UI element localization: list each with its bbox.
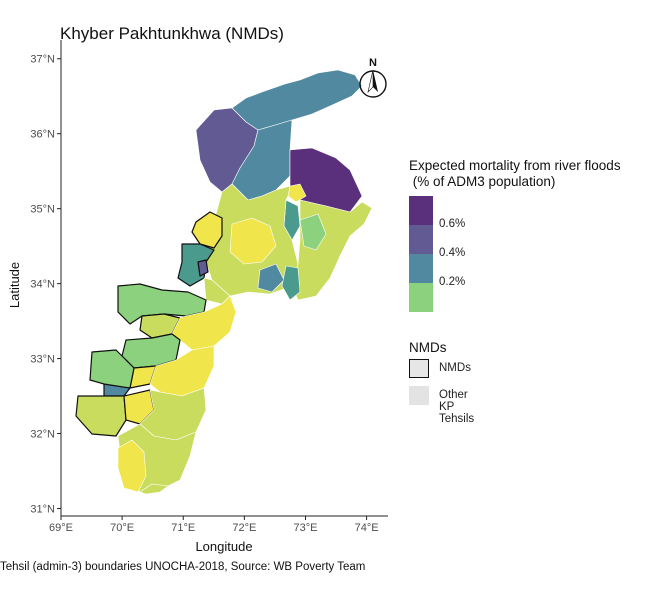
source-caption: Tehsil (admin-3) boundaries UNOCHA-2018,… (0, 561, 366, 573)
color-ramp-swatch (409, 225, 433, 254)
north-arrow-label: N (369, 57, 377, 69)
region-hazara-mid (299, 213, 327, 251)
region-chitral-north (231, 69, 363, 131)
nmd-legend-title: NMDs (409, 340, 447, 355)
region-dikhan-south (139, 483, 169, 495)
x-tick-label: 69°E (49, 522, 73, 534)
x-tick-label: 73°E (293, 522, 317, 534)
color-ramp: 0.6% 0.4% 0.2% (409, 196, 465, 312)
region-teal-east (281, 265, 301, 301)
region-hazara (291, 199, 373, 301)
nmd-legend-label: Other KP Tehsils (439, 389, 475, 425)
y-axis-ticks: 31°N 32°N 33°N 34°N 35°N 36°N 37°N (30, 54, 61, 516)
nmd-key-outlined (409, 359, 429, 378)
region-nmd-south-waziristan (89, 349, 135, 389)
color-ramp-swatch (409, 196, 433, 225)
nmd-legend-label: NMDs (439, 362, 471, 374)
color-ramp-label: 0.4% (439, 247, 466, 259)
y-tick-label: 31°N (30, 504, 55, 516)
region-mardan (229, 217, 277, 265)
x-tick-label: 70°E (110, 522, 134, 534)
region-swabi (257, 263, 285, 293)
region-dikhan-yellow (117, 439, 147, 493)
province-map (75, 69, 373, 495)
y-tick-label: 34°N (30, 279, 55, 291)
region-kohat (171, 295, 237, 351)
x-tick-label: 74°E (355, 522, 379, 534)
y-tick-label: 33°N (30, 354, 55, 366)
color-ramp-label: 0.2% (439, 276, 466, 288)
y-axis-title: Latitude (7, 262, 22, 308)
mortality-legend-title: Expected mortality from river floods (% … (409, 158, 621, 189)
nmd-legend: NMDs NMDs Other KP Tehsils (409, 340, 474, 425)
map-title: Khyber Pakhtunkhwa (NMDs) (60, 24, 284, 43)
y-tick-label: 37°N (30, 54, 55, 66)
nmd-legend-item-other: Other KP Tehsils (409, 386, 474, 425)
x-tick-label: 72°E (232, 522, 256, 534)
region-nmd-khyber-highlight (197, 259, 209, 277)
nmd-legend-item-nmds: NMDs (409, 359, 471, 382)
x-tick-label: 71°E (171, 522, 195, 534)
color-ramp-label: 0.6% (439, 218, 466, 230)
color-ramp-swatch (409, 254, 433, 283)
north-arrow: N (359, 57, 387, 98)
y-tick-label: 35°N (30, 204, 55, 216)
y-tick-label: 32°N (30, 429, 55, 441)
region-nmd-bajaur (191, 211, 223, 249)
color-ramp-swatch (409, 283, 433, 312)
nmd-key-plain (409, 386, 429, 405)
mortality-legend: Expected mortality from river floods (% … (409, 158, 649, 312)
x-axis-ticks: 69°E 70°E 71°E 72°E 73°E 74°E (49, 516, 379, 534)
region-nmd-sw-lower (75, 395, 127, 437)
y-tick-label: 36°N (30, 129, 55, 141)
x-axis-title: Longitude (195, 539, 252, 554)
